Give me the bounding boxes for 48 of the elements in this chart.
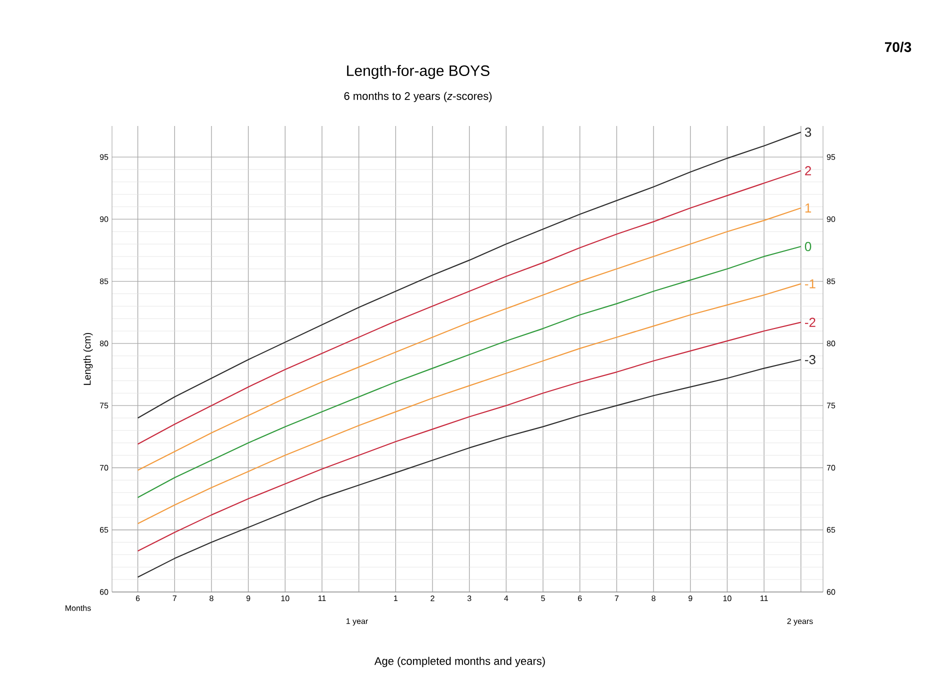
y-tick-label: 60 xyxy=(100,589,108,595)
x-tick-label: 8 xyxy=(652,596,656,602)
y-tick-label: 75 xyxy=(100,402,108,408)
y-tick-label: 65 xyxy=(100,527,108,533)
x-tick-label: 2 xyxy=(430,596,434,602)
x-tick-label: 4 xyxy=(504,596,508,602)
y2-tick-label: 75 xyxy=(826,402,836,408)
series-label: 1 xyxy=(805,204,812,212)
y2-tick-label: 90 xyxy=(826,216,836,222)
x-tick-label: 10 xyxy=(281,596,290,602)
text: 1 year xyxy=(346,618,368,626)
series-label: -1 xyxy=(805,279,816,288)
y2-tick-label: 60 xyxy=(826,589,836,595)
chart-subtitle: 6 months to 2 years (z-scores) xyxy=(344,92,492,102)
series-label: 2 xyxy=(805,166,812,176)
text: 70/3 xyxy=(884,42,912,52)
x-tick-label: 11 xyxy=(318,596,326,602)
text: 2 years xyxy=(787,618,813,626)
y-tick-label: 85 xyxy=(100,278,108,284)
x-tick-label: 9 xyxy=(688,596,692,602)
x-tick-label: 7 xyxy=(172,596,176,602)
x-tick-label: 5 xyxy=(541,596,545,602)
x-tick-label: 3 xyxy=(467,596,472,602)
x-tick-label: 1 xyxy=(394,596,398,602)
y2-tick-label: 80 xyxy=(826,340,836,346)
y-tick-label: 80 xyxy=(100,340,108,346)
series-label: -3 xyxy=(805,355,816,364)
x-tick-label: 7 xyxy=(614,596,619,602)
series-label: 0 xyxy=(804,242,812,252)
y-axis-title: Length (cm) xyxy=(83,332,93,385)
y-tick-label: 70 xyxy=(100,464,108,471)
series-label: 3 xyxy=(804,128,812,137)
y-tick-label: 90 xyxy=(100,216,108,222)
y-tick-label: 95 xyxy=(100,154,108,160)
y2-tick-label: 85 xyxy=(826,278,836,284)
y2-tick-label: 95 xyxy=(826,154,836,160)
x-tick-label: 11 xyxy=(760,596,768,602)
y2-tick-label: 70 xyxy=(826,464,836,471)
x-tick-label: 6 xyxy=(136,596,140,602)
x-tick-label: 10 xyxy=(723,596,732,602)
y2-tick-label: 65 xyxy=(826,527,836,533)
text: Age (completed months and years) xyxy=(374,656,545,668)
chart-title: Length-for-age BOYS xyxy=(347,64,490,79)
x-tick-label: 9 xyxy=(246,596,250,602)
series-label: -2 xyxy=(805,318,816,327)
text: Months xyxy=(66,605,91,611)
x-tick-label: 6 xyxy=(578,596,582,602)
x-tick-label: 8 xyxy=(210,596,214,602)
